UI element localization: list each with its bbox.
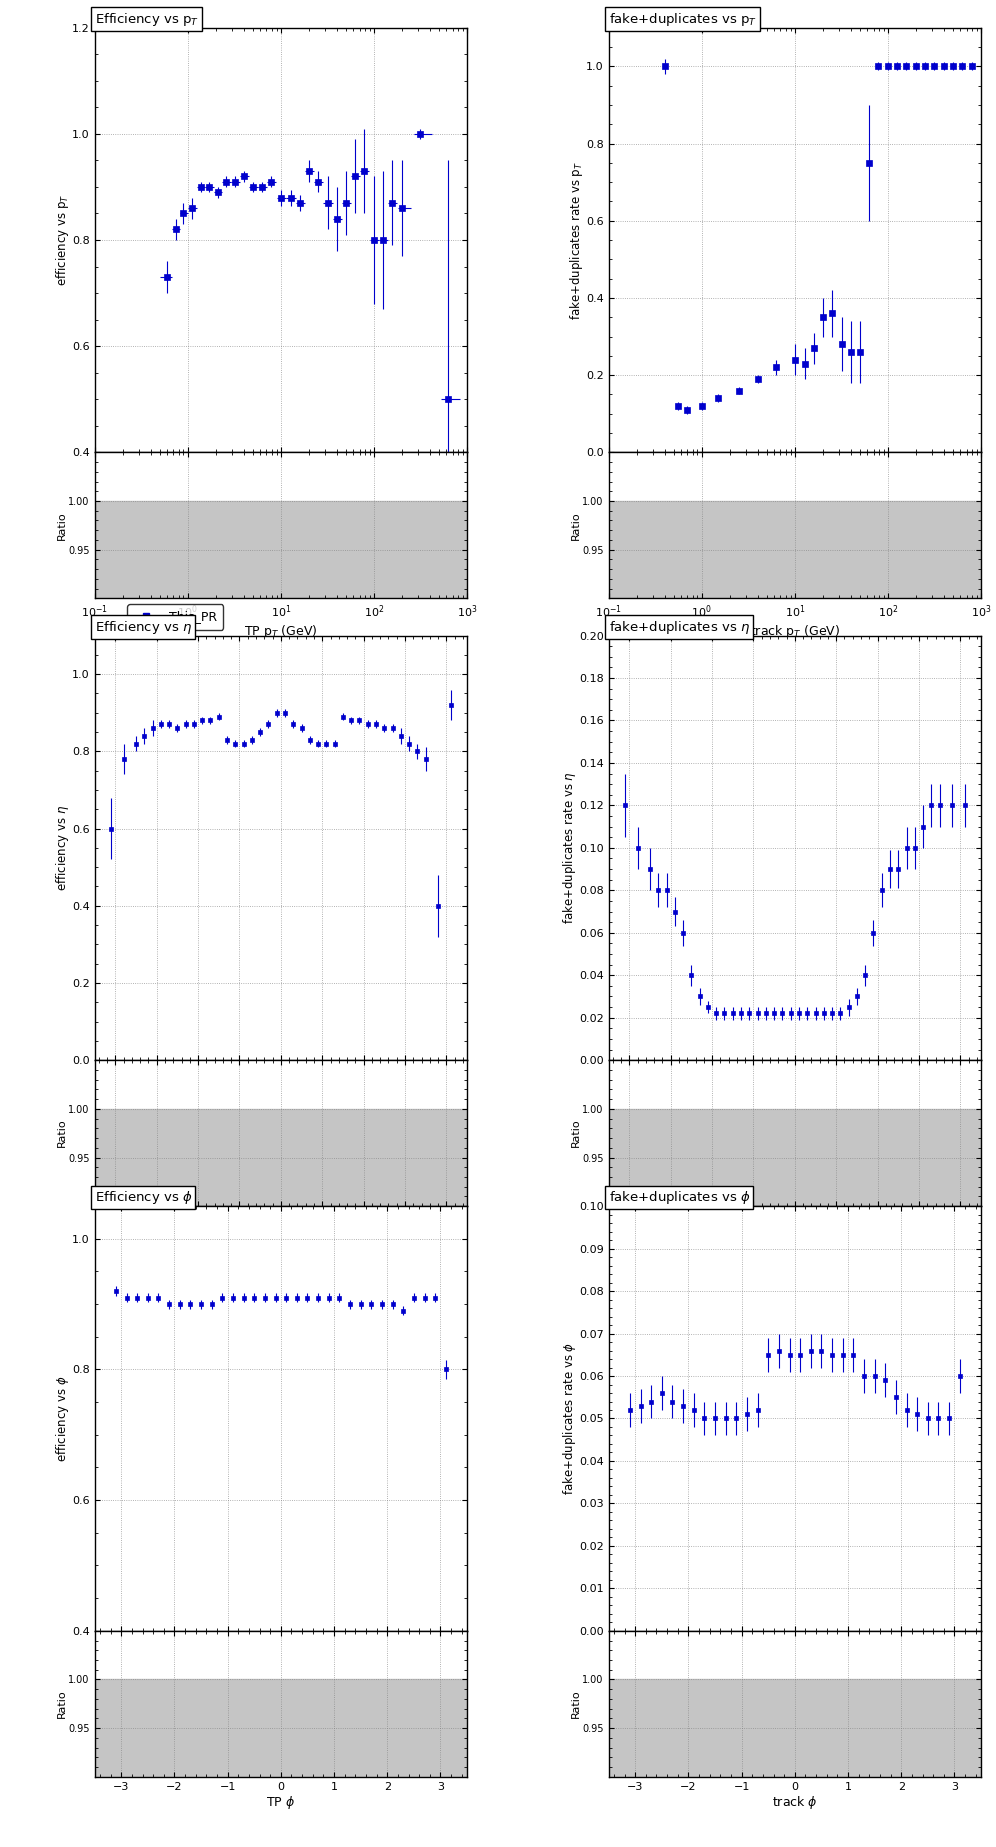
Y-axis label: Ratio: Ratio <box>57 512 67 539</box>
X-axis label: TP p$_T$ (GeV): TP p$_T$ (GeV) <box>244 622 318 639</box>
Text: Efficiency vs $\eta$: Efficiency vs $\eta$ <box>95 619 192 635</box>
Y-axis label: fake+duplicates rate vs $\phi$: fake+duplicates rate vs $\phi$ <box>561 1343 578 1494</box>
Y-axis label: efficiency vs $\eta$: efficiency vs $\eta$ <box>54 805 71 890</box>
Text: fake+duplicates vs $\phi$: fake+duplicates vs $\phi$ <box>609 1189 750 1206</box>
Y-axis label: fake+duplicates rate vs p$_T$: fake+duplicates rate vs p$_T$ <box>568 161 585 320</box>
Text: fake+duplicates vs $\eta$: fake+duplicates vs $\eta$ <box>609 619 750 635</box>
Y-axis label: fake+duplicates rate vs $\eta$: fake+duplicates rate vs $\eta$ <box>561 772 578 924</box>
Text: Efficiency vs $\phi$: Efficiency vs $\phi$ <box>95 1189 192 1206</box>
Y-axis label: Ratio: Ratio <box>57 1690 67 1718</box>
X-axis label: track $\phi$: track $\phi$ <box>772 1795 818 1812</box>
X-axis label: track p$_T$ (GeV): track p$_T$ (GeV) <box>750 622 840 639</box>
Y-axis label: Ratio: Ratio <box>571 1690 581 1718</box>
Y-axis label: efficiency vs $\phi$: efficiency vs $\phi$ <box>54 1376 71 1461</box>
X-axis label: track $\eta$: track $\eta$ <box>772 1225 818 1241</box>
Y-axis label: Ratio: Ratio <box>571 1119 581 1147</box>
Y-axis label: Ratio: Ratio <box>571 512 581 539</box>
Legend: This_PR: This_PR <box>127 604 223 630</box>
X-axis label: TP $\phi$: TP $\phi$ <box>266 1795 296 1812</box>
Text: Efficiency vs p$_T$: Efficiency vs p$_T$ <box>95 11 198 28</box>
Y-axis label: efficiency vs p$_T$: efficiency vs p$_T$ <box>54 194 71 286</box>
X-axis label: TP $\eta$: TP $\eta$ <box>267 1225 295 1239</box>
Y-axis label: Ratio: Ratio <box>57 1119 67 1147</box>
Text: fake+duplicates vs p$_T$: fake+duplicates vs p$_T$ <box>609 11 757 28</box>
